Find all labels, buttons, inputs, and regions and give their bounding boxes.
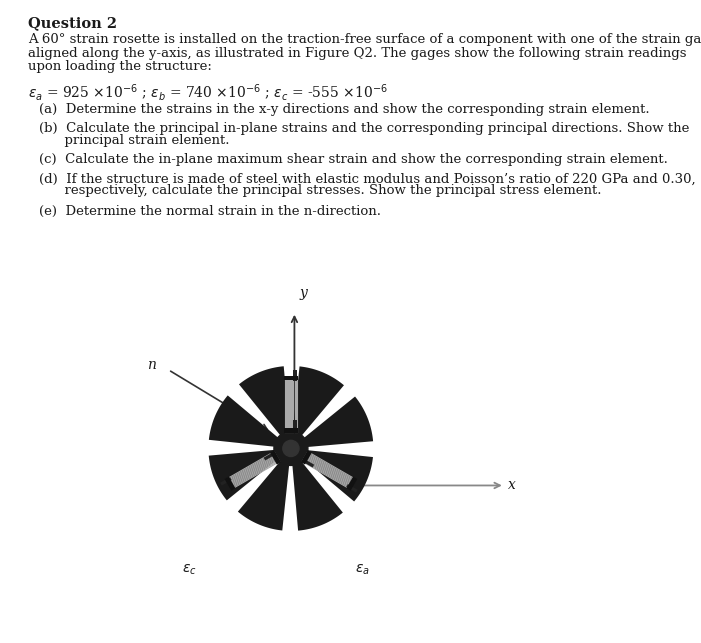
Text: $\mathit{\varepsilon}_c$: $\mathit{\varepsilon}_c$ bbox=[182, 563, 197, 577]
Text: upon loading the structure:: upon loading the structure: bbox=[28, 60, 212, 73]
Polygon shape bbox=[224, 476, 236, 491]
Text: x: x bbox=[508, 478, 516, 493]
Polygon shape bbox=[292, 461, 343, 530]
Text: $\mathit{\varepsilon}_b$: $\mathit{\varepsilon}_b$ bbox=[299, 378, 315, 392]
Text: principal strain element.: principal strain element. bbox=[39, 134, 229, 147]
Polygon shape bbox=[301, 450, 312, 464]
Polygon shape bbox=[284, 376, 298, 381]
Polygon shape bbox=[239, 367, 290, 436]
Text: $\mathit{\varepsilon}_a$: $\mathit{\varepsilon}_a$ bbox=[355, 563, 370, 577]
Polygon shape bbox=[209, 395, 278, 447]
Bar bbox=[293, 370, 297, 381]
Text: Question 2: Question 2 bbox=[28, 16, 117, 30]
Text: respectively, calculate the principal stresses. Show the principal stress elemen: respectively, calculate the principal st… bbox=[39, 184, 601, 197]
Text: $\varepsilon_a$ = 925 $\times$10$^{-6}$ ; $\varepsilon_b$ = 740 $\times$10$^{-6}: $\varepsilon_a$ = 925 $\times$10$^{-6}$ … bbox=[28, 82, 388, 103]
Bar bbox=[303, 459, 314, 467]
Bar bbox=[293, 420, 297, 431]
Polygon shape bbox=[304, 450, 373, 502]
Bar bbox=[220, 477, 231, 485]
Text: (c)  Calculate the in-plane maximum shear strain and show the corresponding stra: (c) Calculate the in-plane maximum shear… bbox=[39, 153, 667, 166]
Text: y: y bbox=[299, 286, 307, 300]
Text: (a)  Determine the strains in the x-y directions and show the corresponding stra: (a) Determine the strains in the x-y dir… bbox=[39, 103, 649, 116]
Text: aligned along the y-axis, as illustrated in Figure Q2. The gages show the follow: aligned along the y-axis, as illustrated… bbox=[28, 47, 686, 60]
Polygon shape bbox=[209, 450, 278, 500]
Bar bbox=[346, 484, 358, 493]
Polygon shape bbox=[238, 461, 290, 530]
Circle shape bbox=[274, 431, 308, 466]
Text: (b)  Calculate the principal in-plane strains and the corresponding principal di: (b) Calculate the principal in-plane str… bbox=[39, 122, 689, 135]
Polygon shape bbox=[304, 397, 373, 447]
Text: A 60° strain rosette is installed on the traction-free surface of a component wi: A 60° strain rosette is installed on the… bbox=[28, 33, 701, 46]
Circle shape bbox=[283, 440, 299, 457]
Text: (d)  If the structure is made of steel with elastic modulus and Poisson’s ratio : (d) If the structure is made of steel wi… bbox=[39, 172, 695, 185]
Polygon shape bbox=[284, 428, 298, 433]
Polygon shape bbox=[346, 476, 358, 491]
Polygon shape bbox=[270, 450, 281, 464]
Text: n: n bbox=[147, 358, 156, 372]
Bar bbox=[264, 452, 275, 460]
Text: (e)  Determine the normal strain in the n-direction.: (e) Determine the normal strain in the n… bbox=[39, 204, 381, 217]
Polygon shape bbox=[292, 367, 344, 436]
